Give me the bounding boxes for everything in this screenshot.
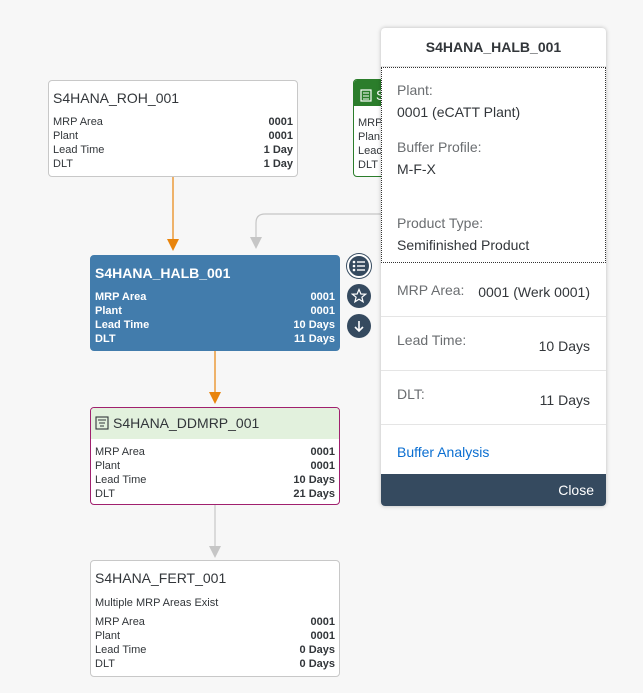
attr-row: DLT 11 Days (95, 333, 335, 345)
attr-row: Plant 0001 (95, 460, 335, 472)
mrp-area-value: 0001 (Werk 0001) (478, 283, 590, 300)
favorite-button[interactable] (347, 284, 371, 308)
edge-partial-halb (250, 213, 381, 249)
popover-title: S4HANA_HALB_001 (381, 28, 606, 67)
attr-row: Lead Time 1 Day (53, 144, 293, 156)
row-label: MRP (358, 117, 383, 129)
node-title: S4HANA_HALB_001 (95, 265, 231, 281)
node-roh[interactable]: S4HANA_ROH_001 MRP Area 0001 Plant 0001 Le… (48, 80, 298, 177)
row-label: Plan (358, 131, 381, 143)
attr-row: DLT 21 Days (95, 488, 335, 500)
lead-time-line: Lead Time: 10 Days (381, 317, 606, 371)
arrow-down-icon (354, 321, 364, 333)
attr-row: Plant 0001 (53, 130, 293, 142)
buffer-icon (95, 416, 109, 430)
node-attributes: MRP Area 0001 Plant 0001 Lead Time 1 Day DL… (49, 115, 297, 171)
popover-footer: Close (381, 474, 606, 506)
dlt-value: 11 Days (539, 391, 590, 408)
buffer-icon (360, 89, 372, 102)
star-icon (351, 288, 367, 304)
attr-row: Lead Time 10 Days (95, 319, 335, 331)
buffer-profile-label: Buffer Profile: (397, 139, 482, 155)
details-button[interactable] (347, 254, 371, 278)
node-title: S4HANA_ROH_001 (53, 90, 180, 106)
product-type-label: Product Type: (397, 215, 484, 231)
attr-row: DLT 0 Days (95, 658, 335, 670)
node-title: S4HANA_DDMRP_001 (91, 408, 339, 439)
mrp-area-line: MRP Area: 0001 (Werk 0001) (381, 263, 606, 317)
node-attributes: MRP Area 0001 Plant 0001 Lead Time 10 Days … (91, 290, 339, 346)
list-icon (352, 260, 365, 272)
node-halb-selected[interactable]: S4HANA_HALB_001 MRP Area 0001 Plant 0001 L… (90, 255, 340, 351)
plant-value: 0001 (eCATT Plant) (397, 104, 521, 120)
product-type-value: Semifinished Product (397, 237, 530, 253)
attr-row: DLT 1 Day (53, 158, 293, 170)
attr-row: Lead Time 0 Days (95, 644, 335, 656)
attr-row: MRP Area 0001 (95, 446, 335, 458)
node-ddmrp[interactable]: S4HANA_DDMRP_001 MRP Area 0001 Plant 0001 … (90, 407, 340, 505)
mrp-area-label: MRP Area: (397, 281, 465, 298)
expand-button[interactable] (347, 314, 371, 338)
node-attributes: MRP Area 0001 Plant 0001 Lead Time 10 Days … (91, 439, 339, 501)
row-label: Leac (358, 145, 382, 157)
dlt-line: DLT: 11 Days (381, 371, 606, 425)
lead-time-value: 10 Days (538, 337, 590, 354)
attr-row: Lead Time 10 Days (95, 474, 335, 486)
buffer-analysis-link[interactable]: Buffer Analysis (397, 443, 490, 460)
dlt-label: DLT: (397, 385, 425, 402)
buffer-profile-value: M-F-X (397, 161, 436, 177)
popover-info-section: Plant: 0001 (eCATT Plant) Buffer Profile… (381, 67, 606, 263)
row-label: DLT (358, 159, 378, 171)
details-popover: S4HANA_HALB_001 Plant: 0001 (eCATT Plant… (381, 28, 606, 506)
attr-row: Plant 0001 (95, 305, 335, 317)
plant-label: Plant: (397, 82, 433, 98)
node-title: S4HANA_FERT_001 (95, 570, 227, 586)
node-note: Multiple MRP Areas Exist (95, 597, 219, 609)
attr-row: Plant 0001 (95, 630, 335, 642)
attr-row: MRP Area 0001 (53, 116, 293, 128)
close-button[interactable]: Close (558, 482, 594, 498)
attr-row: MRP Area 0001 (95, 616, 335, 628)
node-attributes: MRP Area 0001 Plant 0001 Lead Time 0 Days D… (91, 615, 339, 671)
lead-time-label: Lead Time: (397, 331, 467, 348)
attr-row: MRP Area 0001 (95, 291, 335, 303)
node-fert[interactable]: S4HANA_FERT_001 Multiple MRP Areas Exist… (90, 560, 340, 677)
